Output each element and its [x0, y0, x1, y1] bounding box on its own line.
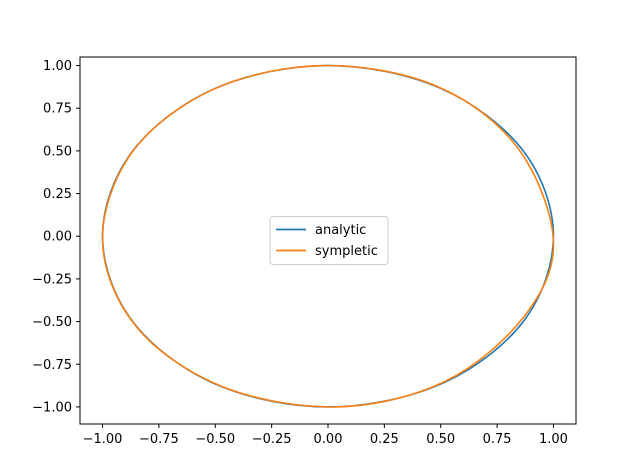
x-tick-label: 0.00 [314, 432, 343, 447]
x-axis: −1.00 −0.75 −0.50 −0.25 0.00 0.25 0.50 0.75 1.00 [83, 424, 568, 447]
y-axis: −1.00 −0.75 −0.50 −0.25 0.00 0.25 0.50 0.75 1.00 [32, 59, 80, 415]
x-tick-label: −1.00 [83, 432, 123, 447]
x-tick-label: −0.75 [139, 432, 179, 447]
legend: analytic sympletic [269, 216, 389, 265]
y-tick-label: 0.00 [43, 230, 72, 245]
plot-area [101, 64, 555, 408]
x-tick-label: 0.75 [483, 432, 512, 447]
legend-label-analytic: analytic [315, 223, 366, 238]
x-tick-label: −0.50 [195, 432, 235, 447]
y-tick-label: −0.25 [32, 272, 72, 287]
y-tick-label: 0.25 [43, 187, 72, 202]
y-tick-label: 0.50 [43, 144, 72, 159]
x-tick-label: 1.00 [539, 432, 568, 447]
series-line-sympletic [101, 64, 555, 408]
x-tick-label: 0.50 [426, 432, 455, 447]
y-tick-label: 0.75 [43, 102, 72, 117]
y-tick-label: −0.75 [32, 358, 72, 373]
y-tick-label: −1.00 [32, 400, 72, 415]
legend-label-sympletic: sympletic [315, 244, 378, 259]
x-tick-label: 0.25 [370, 432, 399, 447]
y-tick-label: −0.50 [32, 315, 72, 330]
legend-box [269, 216, 389, 265]
x-tick-label: −0.25 [252, 432, 292, 447]
y-tick-label: 1.00 [43, 59, 72, 74]
